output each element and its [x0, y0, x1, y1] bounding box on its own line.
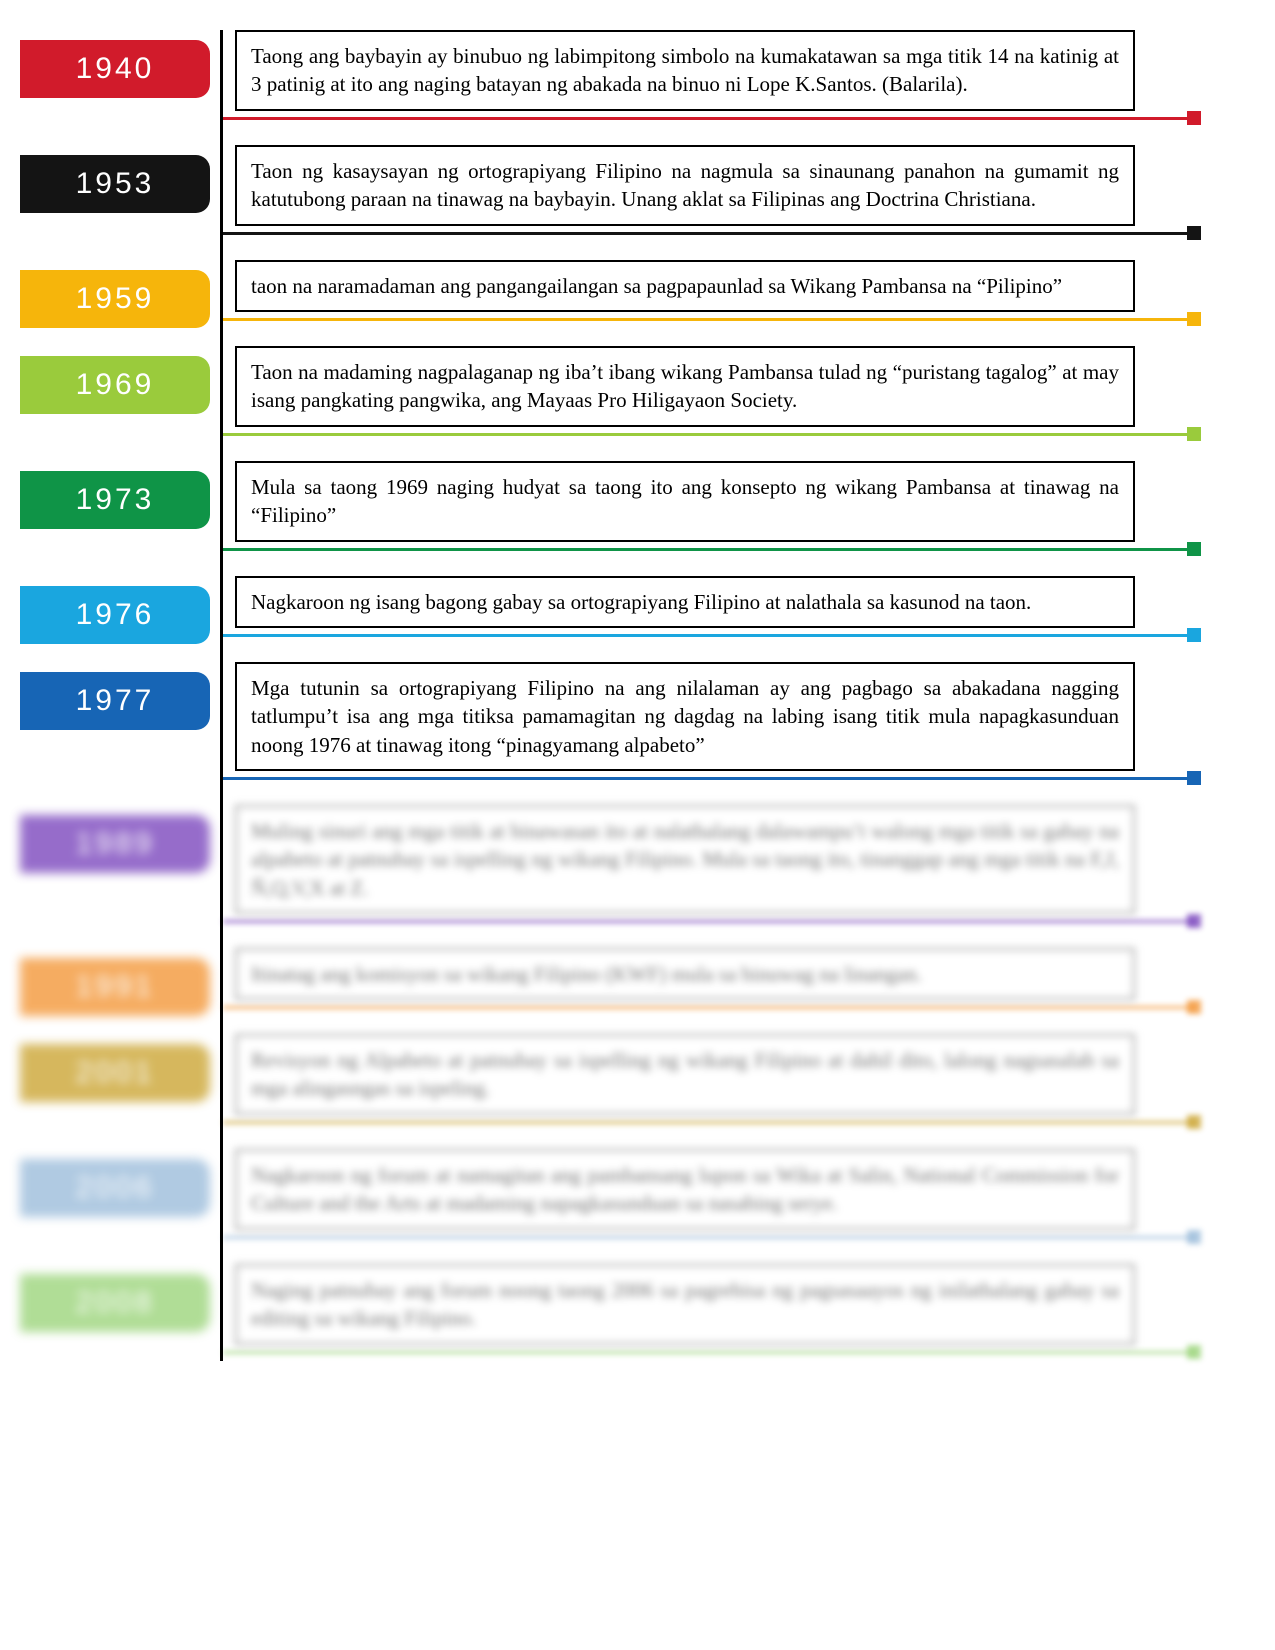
timeline-entry: 1991 Itinatag ang komisyon sa wikang Fili… — [20, 948, 1235, 1016]
year-label: 1959 — [76, 282, 155, 316]
year-pill: 1940 — [20, 40, 210, 98]
connector-line — [223, 1236, 1195, 1239]
connector-line — [223, 920, 1195, 923]
timeline-entry: 1977 Mga tutunin sa ortograpiyang Filipin… — [20, 662, 1235, 787]
year-label: 1976 — [76, 598, 155, 632]
description-box: Nagkaroon ng forum at namagitan ang pamb… — [235, 1149, 1135, 1230]
connector-line — [223, 318, 1195, 321]
connector-line — [223, 1121, 1195, 1124]
description-box: Revisyon ng Alpabeto at patnubay sa ispe… — [235, 1034, 1135, 1115]
connector-line — [223, 777, 1195, 780]
timeline-container: 1940 Taong ang baybayin ay binubuo ng lab… — [20, 30, 1235, 1361]
timeline-entry: 1973 Mula sa taong 1969 naging hudyat sa … — [20, 461, 1235, 558]
connector-line — [223, 232, 1195, 235]
connector-endcap — [1187, 1345, 1201, 1359]
connector-endcap — [1187, 1000, 1201, 1014]
description-text: Taon ng kasaysayan ng ortograpiyang Fili… — [251, 159, 1119, 211]
description-box: Nagkaroon ng isang bagong gabay sa ortog… — [235, 576, 1135, 628]
connector-endcap — [1187, 226, 1201, 240]
description-text: Taon na madaming nagpalaganap ng iba’t i… — [251, 360, 1119, 412]
timeline-entry: 1976 Nagkaroon ng isang bagong gabay sa o… — [20, 576, 1235, 644]
connector-endcap — [1187, 1230, 1201, 1244]
year-pill: 1977 — [20, 672, 210, 730]
timeline-entry: 1953 Taon ng kasaysayan ng ortograpiyang … — [20, 145, 1235, 242]
connector-endcap — [1187, 312, 1201, 326]
year-label: 1973 — [76, 483, 155, 517]
year-pill: 2008 — [20, 1274, 210, 1332]
year-label: 1969 — [76, 368, 155, 402]
description-text: Mga tutunin sa ortograpiyang Filipino na… — [251, 676, 1119, 757]
connector-endcap — [1187, 628, 1201, 642]
description-text: taon na naramadaman ang pangangailangan … — [251, 274, 1062, 298]
year-label: 1953 — [76, 167, 155, 201]
connector-line — [223, 634, 1195, 637]
year-pill: 1976 — [20, 586, 210, 644]
year-pill: 1989 — [20, 815, 210, 873]
timeline-entry: 2001 Revisyon ng Alpabeto at patnubay sa … — [20, 1034, 1235, 1131]
timeline-entry: 1940 Taong ang baybayin ay binubuo ng lab… — [20, 30, 1235, 127]
timeline-entry: 2008 Naging patnubay ang forum noong taon… — [20, 1264, 1235, 1361]
timeline-entry: 1969 Taon na madaming nagpalaganap ng iba… — [20, 346, 1235, 443]
connector-endcap — [1187, 427, 1201, 441]
description-text: Taong ang baybayin ay binubuo ng labimpi… — [251, 44, 1119, 96]
year-label: 1977 — [76, 684, 155, 718]
year-label: 2008 — [76, 1286, 155, 1320]
description-box: taon na naramadaman ang pangangailangan … — [235, 260, 1135, 312]
year-label: 2001 — [76, 1056, 155, 1090]
description-box: Taon ng kasaysayan ng ortograpiyang Fili… — [235, 145, 1135, 226]
timeline-entry: 1989 Muling sinuri ang mga titik at binaw… — [20, 805, 1235, 930]
description-box: Itinatag ang komisyon sa wikang Filipino… — [235, 948, 1135, 1000]
connector-line — [223, 117, 1195, 120]
connector-endcap — [1187, 914, 1201, 928]
connector-line — [223, 548, 1195, 551]
connector-line — [223, 433, 1195, 436]
year-pill: 1991 — [20, 958, 210, 1016]
description-text: Revisyon ng Alpabeto at patnubay sa ispe… — [251, 1048, 1119, 1100]
description-box: Taong ang baybayin ay binubuo ng labimpi… — [235, 30, 1135, 111]
description-text: Muling sinuri ang mga titik at binawasan… — [251, 819, 1119, 900]
timeline-entry: 1959 taon na naramadaman ang pangangailan… — [20, 260, 1235, 328]
description-box: Naging patnubay ang forum noong taong 20… — [235, 1264, 1135, 1345]
year-pill: 1959 — [20, 270, 210, 328]
connector-endcap — [1187, 771, 1201, 785]
year-pill: 2001 — [20, 1044, 210, 1102]
description-text: Nagkaroon ng forum at namagitan ang pamb… — [251, 1163, 1119, 1215]
connector-line — [223, 1006, 1195, 1009]
description-text: Mula sa taong 1969 naging hudyat sa taon… — [251, 475, 1119, 527]
year-label: 2006 — [76, 1171, 155, 1205]
description-box: Mga tutunin sa ortograpiyang Filipino na… — [235, 662, 1135, 771]
connector-endcap — [1187, 111, 1201, 125]
year-pill: 2006 — [20, 1159, 210, 1217]
year-label: 1940 — [76, 52, 155, 86]
connector-endcap — [1187, 1115, 1201, 1129]
description-text: Itinatag ang komisyon sa wikang Filipino… — [251, 962, 922, 986]
year-pill: 1969 — [20, 356, 210, 414]
description-box: Taon na madaming nagpalaganap ng iba’t i… — [235, 346, 1135, 427]
year-pill: 1973 — [20, 471, 210, 529]
connector-endcap — [1187, 542, 1201, 556]
description-text: Nagkaroon ng isang bagong gabay sa ortog… — [251, 590, 1031, 614]
connector-line — [223, 1351, 1195, 1354]
timeline-entry: 2006 Nagkaroon ng forum at namagitan ang … — [20, 1149, 1235, 1246]
year-label: 1991 — [76, 970, 155, 1004]
year-label: 1989 — [76, 827, 155, 861]
year-pill: 1953 — [20, 155, 210, 213]
description-box: Muling sinuri ang mga titik at binawasan… — [235, 805, 1135, 914]
description-box: Mula sa taong 1969 naging hudyat sa taon… — [235, 461, 1135, 542]
description-text: Naging patnubay ang forum noong taong 20… — [251, 1278, 1119, 1330]
timeline-axis — [220, 30, 223, 1361]
